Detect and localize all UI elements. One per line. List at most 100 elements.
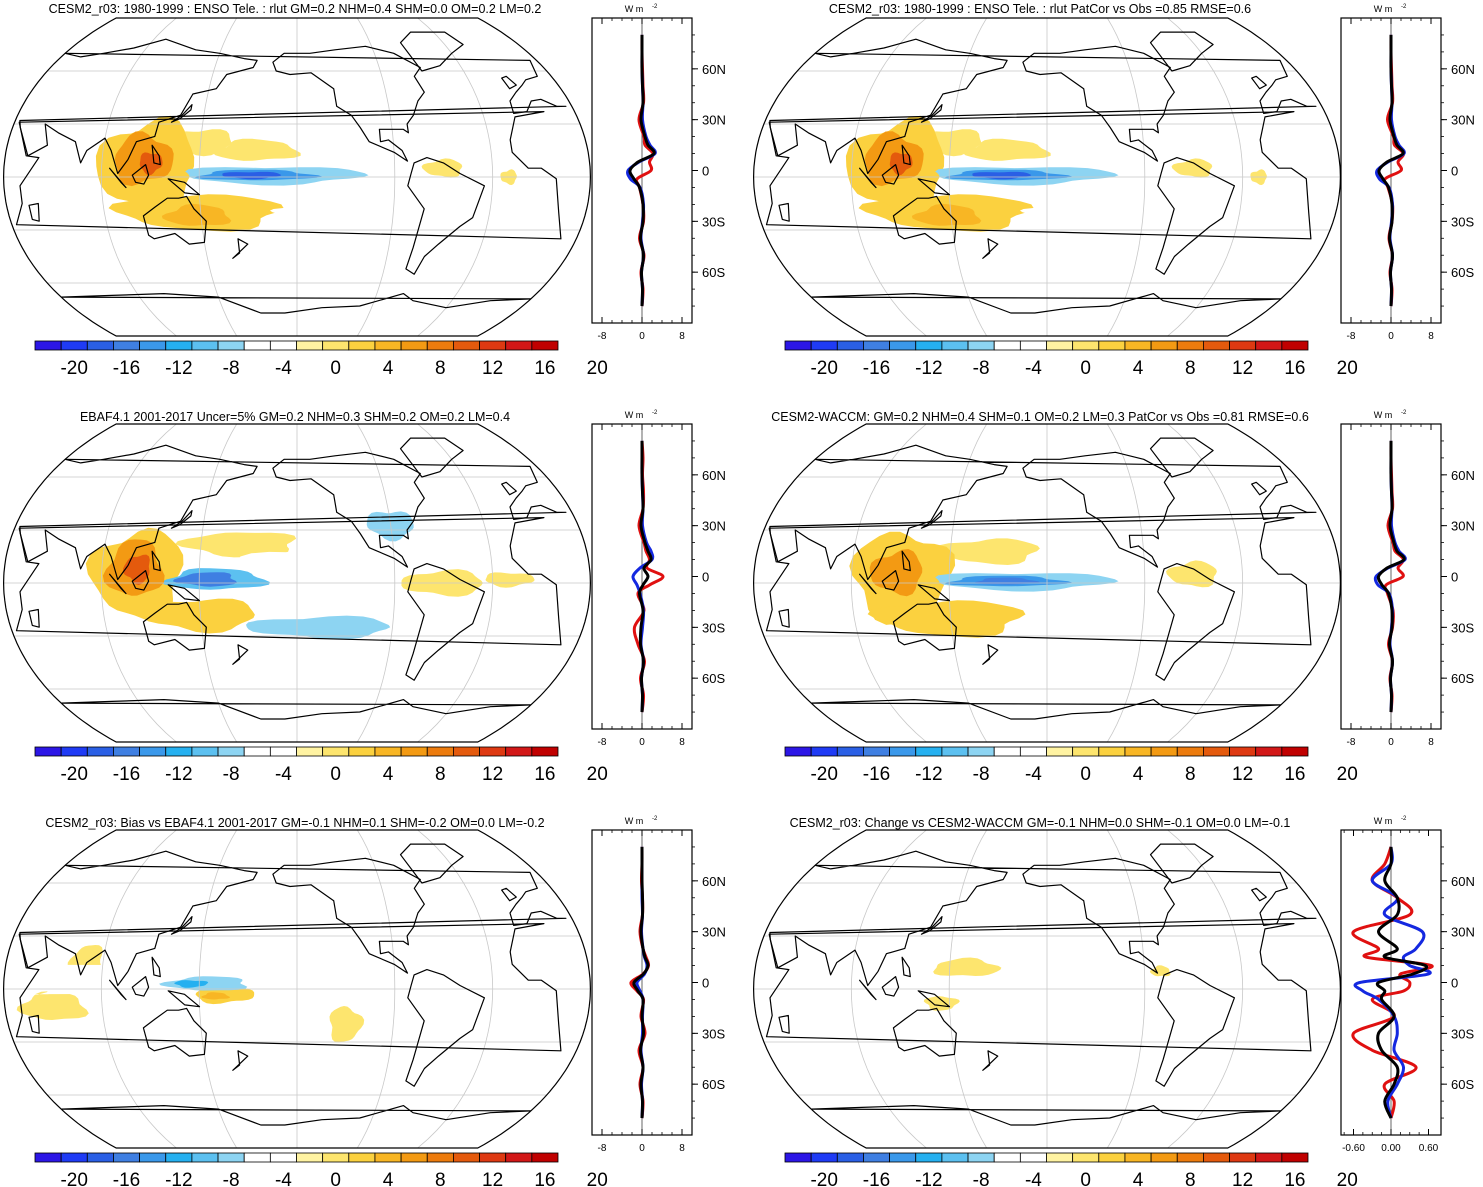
colorbar-label: -4	[1025, 1170, 1042, 1187]
colorbar-swatch	[1176, 1152, 1204, 1163]
colorbar-label: 20	[587, 1170, 608, 1187]
colorbar-label: -20	[810, 764, 837, 785]
colorbar-label: -8	[973, 764, 990, 785]
graticule	[3, 18, 591, 336]
coastline	[901, 550, 911, 572]
colorbar-swatch	[452, 1152, 480, 1163]
colorbar-label: -20	[810, 358, 837, 379]
coastline	[170, 916, 193, 935]
colorbar-swatch	[374, 340, 402, 351]
coastline	[405, 157, 485, 275]
colorbar-swatch	[810, 340, 838, 351]
colorbar-label: 0	[1080, 764, 1091, 785]
colorbar-label: 16	[1284, 358, 1305, 379]
lat-tick-label: 60S	[1451, 265, 1474, 280]
map-field	[753, 18, 1341, 336]
anomaly-contour	[485, 572, 535, 588]
colorbar-swatch	[889, 746, 917, 757]
colorbar-label: -16	[113, 764, 140, 785]
coastline	[142, 601, 207, 651]
colorbar-swatch	[836, 340, 864, 351]
colorbar-swatch	[1281, 1152, 1309, 1163]
map-field	[3, 830, 591, 1148]
colorbar-swatch	[810, 1152, 838, 1163]
lat-tick-label: 60N	[702, 874, 726, 889]
colorbar-swatch	[322, 1152, 350, 1163]
colorbar-swatch	[967, 746, 995, 757]
map-border	[2, 423, 592, 743]
colorbar: -20 -16 -12 -8 -4 0 4 8 12 16 20	[34, 340, 608, 379]
x-tick-label: 8	[679, 331, 685, 342]
colorbar-swatch	[993, 340, 1021, 351]
coastline	[765, 517, 1312, 646]
coastline	[1251, 887, 1267, 902]
colorbar-swatch	[1019, 1152, 1047, 1163]
colorbar-label: 8	[435, 1170, 446, 1187]
longitude-line	[100, 424, 177, 742]
map-field	[3, 18, 591, 336]
colorbar-swatch	[1255, 746, 1283, 757]
anomaly-contour	[189, 944, 286, 964]
anomaly-contour	[357, 655, 418, 671]
colorbar-swatch	[941, 746, 969, 757]
longitude-line	[417, 18, 494, 336]
colorbar-swatch	[139, 340, 167, 351]
coastline	[859, 573, 877, 595]
anomaly-contour	[16, 991, 89, 1020]
x-tick-label: -8	[1347, 737, 1356, 748]
coastline	[810, 699, 1282, 720]
coastline	[765, 923, 1312, 1052]
longitude-line	[417, 830, 494, 1148]
x-tick-label: 8	[1428, 737, 1434, 748]
coastline	[982, 238, 999, 259]
unit-exponent: -2	[652, 4, 658, 10]
lat-tick-label: 0	[1451, 164, 1458, 179]
colorbar-swatch	[836, 1152, 864, 1163]
colorbar-label: 8	[435, 358, 446, 379]
lat-tick-label: 60S	[1451, 671, 1474, 686]
coastline	[167, 178, 201, 196]
lat-tick-label: 30N	[1451, 519, 1475, 534]
colorbar-swatch	[86, 1152, 114, 1163]
colorbar-swatch	[967, 340, 995, 351]
coastline	[167, 990, 201, 1008]
anomaly-contour	[174, 980, 209, 988]
x-tick-label: -8	[1347, 331, 1356, 342]
colorbar-swatch	[34, 1152, 62, 1163]
anomaly-contour	[1081, 511, 1149, 530]
colorbar-swatch	[505, 746, 533, 757]
coastline	[60, 699, 532, 720]
coastline	[151, 956, 161, 978]
colorbar-swatch	[531, 1152, 559, 1163]
colorbar-swatch	[1072, 1152, 1100, 1163]
panel-bottom-right: CESM2_r03: Change vs CESM2-WACCM GM=-0.1…	[752, 816, 1475, 1187]
colorbar-swatch	[941, 340, 969, 351]
unit-label: W m	[1374, 816, 1393, 826]
unit-label: W m	[625, 4, 644, 14]
coastline	[892, 195, 957, 245]
coastline	[920, 510, 943, 529]
x-tick-label: -8	[598, 331, 607, 342]
coastline	[778, 608, 790, 628]
lat-tick-label: 60S	[1451, 1077, 1474, 1092]
colorbar-swatch	[426, 746, 454, 757]
lat-tick-label: 30N	[1451, 113, 1475, 128]
colorbar-swatch	[243, 1152, 271, 1163]
coastline	[1149, 437, 1214, 478]
colorbar-swatch	[941, 1152, 969, 1163]
anomaly-contour	[19, 601, 87, 616]
coastline	[1251, 75, 1267, 90]
coastline	[917, 990, 951, 1008]
colorbar-swatch	[60, 746, 88, 757]
colorbar-swatch	[113, 1152, 140, 1163]
map-border	[752, 829, 1342, 1149]
colorbar-label: -12	[165, 764, 192, 785]
anomaly-contour	[139, 152, 163, 176]
colorbar-swatch	[34, 746, 62, 757]
anomaly-contour	[210, 551, 391, 585]
coastline	[1149, 843, 1214, 884]
graticule	[3, 830, 591, 1148]
colorbar-label: -8	[973, 358, 990, 379]
colorbar-label: 20	[587, 764, 608, 785]
colorbar-swatch	[531, 340, 559, 351]
